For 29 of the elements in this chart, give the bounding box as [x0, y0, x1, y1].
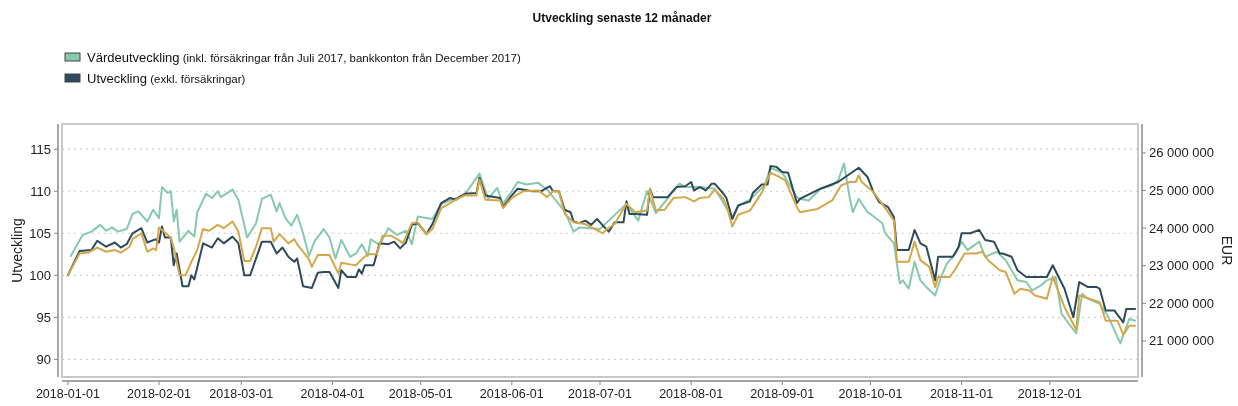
legend-label: Utveckling (exkl. försäkringar): [87, 71, 246, 86]
y2-axis-title: EUR: [1219, 235, 1235, 266]
y2-tick-label: 23 000 000: [1149, 258, 1215, 274]
x-tick-label: 2018-08-01: [659, 387, 724, 401]
chart-title: Utveckling senaste 12 månader: [532, 11, 712, 25]
y-tick-label: 105: [29, 225, 51, 241]
x-tick-label: 2018-11-01: [930, 387, 994, 401]
legend-label: Värdeutveckling (inkl. försäkringar från Juli 2017, bankkonton från December 2017): [87, 50, 522, 65]
y-tick-label: 110: [30, 183, 51, 199]
y2-tick-label: 26 000 000: [1149, 145, 1215, 161]
y2-tick-label: 25 000 000: [1149, 183, 1215, 199]
x-tick-label: 2018-05-01: [388, 387, 453, 401]
x-tick-label: 2018-10-01: [838, 387, 903, 401]
y2-tick-label: 22 000 000: [1149, 295, 1215, 311]
x-tick-label: 2018-12-01: [1017, 387, 1082, 401]
x-tick-label: 2018-04-01: [300, 387, 365, 401]
x-tick-label: 2018-07-01: [568, 387, 633, 401]
y2-tick-label: 21 000 000: [1149, 333, 1215, 349]
y-tick-label: 100: [29, 267, 51, 283]
y-tick-label: 115: [30, 141, 51, 157]
y-axis-title: Utveckling: [9, 218, 25, 283]
x-tick-label: 2018-03-01: [209, 387, 274, 401]
x-tick-label: 2018-02-01: [127, 387, 192, 401]
x-tick-label: 2018-09-01: [750, 387, 815, 401]
x-tick-label: 2018-01-01: [35, 387, 100, 401]
y-tick-label: 95: [36, 309, 51, 325]
x-tick-label: 2018-06-01: [479, 387, 544, 401]
y2-tick-label: 24 000 000: [1149, 220, 1215, 236]
y-tick-label: 90: [36, 351, 51, 367]
